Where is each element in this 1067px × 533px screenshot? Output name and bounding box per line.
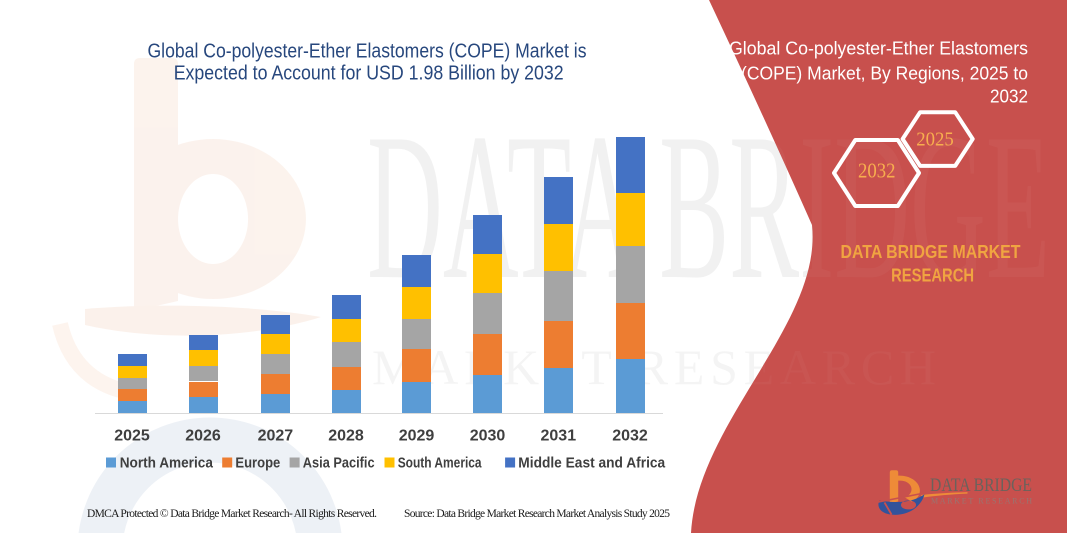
svg-text:2031: 2031: [541, 428, 577, 445]
svg-text:2029: 2029: [399, 428, 435, 445]
svg-text:Source: Data Bridge Market Res: Source: Data Bridge Market Research Mark…: [404, 508, 670, 520]
svg-text:North America: North America: [120, 455, 214, 472]
svg-text:2032: 2032: [990, 85, 1028, 106]
svg-text:MARKET RESEARCH: MARKET RESEARCH: [931, 497, 1035, 506]
svg-text:Asia Pacific: Asia Pacific: [303, 455, 375, 472]
svg-text:RESEARCH: RESEARCH: [891, 266, 974, 286]
svg-text:South America: South America: [398, 455, 482, 472]
svg-text:2030: 2030: [470, 428, 506, 445]
svg-text:(COPE) Market, By Regions, 202: (COPE) Market, By Regions, 2025 to: [741, 62, 1028, 83]
svg-text:DATA BRIDGE: DATA BRIDGE: [930, 476, 1032, 496]
svg-text:2025: 2025: [114, 428, 150, 445]
svg-text:2032: 2032: [612, 428, 648, 445]
svg-text:Europe: Europe: [235, 455, 280, 472]
svg-text:2027: 2027: [258, 428, 294, 445]
svg-text:Global Co-polyester-Ether Elas: Global Co-polyester-Ether Elastomers (CO…: [148, 40, 587, 63]
svg-text:DATA BRIDGE MARKET: DATA BRIDGE MARKET: [841, 242, 1021, 262]
svg-text:2032: 2032: [858, 158, 896, 182]
svg-text:Expected to Account for USD 1.: Expected to Account for USD 1.98 Billion…: [174, 61, 564, 84]
svg-text:2025: 2025: [916, 128, 954, 150]
svg-text:DMCA Protected © Data Bridge M: DMCA Protected © Data Bridge Market Rese…: [87, 508, 377, 520]
svg-text:2028: 2028: [328, 428, 364, 445]
svg-text:Global Co-polyester-Ether Elas: Global Co-polyester-Ether Elastomers: [729, 37, 1028, 58]
svg-text:2026: 2026: [185, 428, 221, 445]
svg-text:Middle East and Africa: Middle East and Africa: [518, 455, 666, 472]
